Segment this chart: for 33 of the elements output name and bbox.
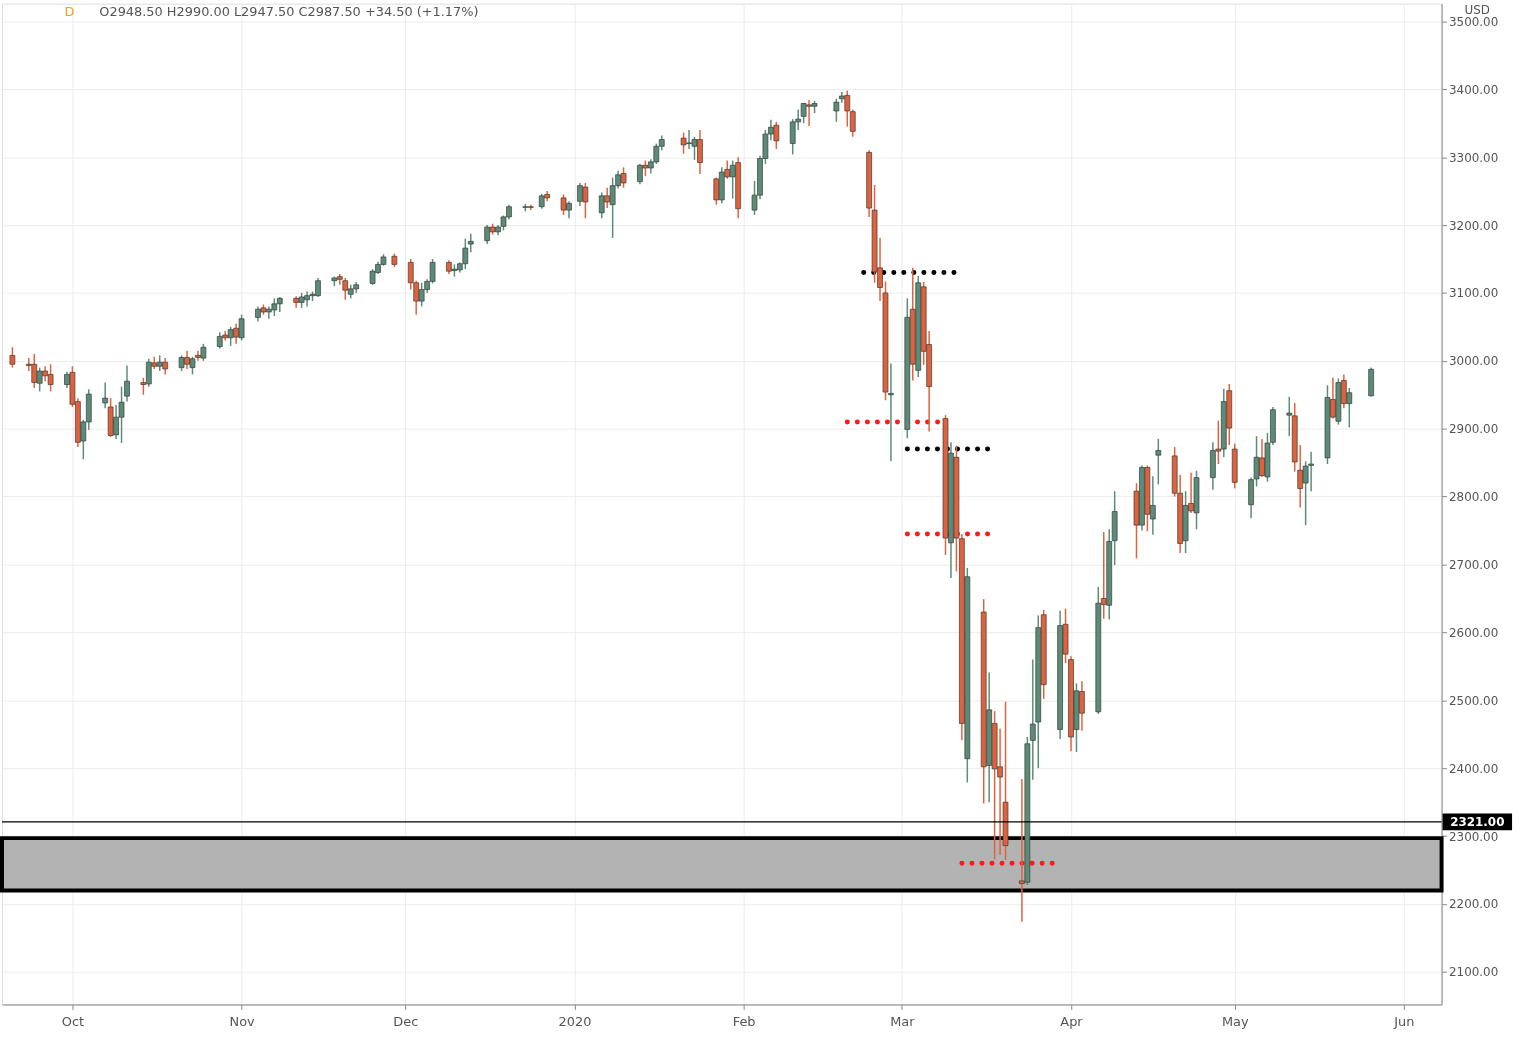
x-tick-label: Feb	[732, 1013, 756, 1029]
x-tick-label: Mar	[890, 1013, 916, 1029]
x-tick-label: Jun	[1393, 1013, 1415, 1029]
y-tick-label: 2100.00	[1449, 965, 1499, 980]
x-tick-label: Apr	[1060, 1013, 1084, 1029]
y-tick-label: 2200.00	[1449, 897, 1499, 912]
x-tick-label: Dec	[393, 1013, 419, 1029]
y-tick-label: 3400.00	[1449, 82, 1499, 97]
candlestick	[1155, 438, 1162, 486]
candlestick	[9, 346, 16, 369]
y-tick-label: 2700.00	[1449, 557, 1499, 572]
y-tick-label: 2600.00	[1449, 625, 1499, 640]
y-tick-label: 2400.00	[1449, 761, 1499, 776]
y-tick-label: 3300.00	[1449, 150, 1499, 165]
annotation: D	[64, 3, 75, 19]
candlestick	[467, 233, 474, 253]
y-axis-title: USD	[1464, 2, 1491, 17]
y-tick-label: 2500.00	[1449, 693, 1499, 708]
ref-line-label: 2321.00	[1450, 814, 1505, 829]
y-tick-label: 2900.00	[1449, 422, 1499, 437]
x-tick-label: Oct	[61, 1013, 85, 1029]
y-tick-label: 3000.00	[1449, 354, 1499, 369]
x-tick-label: Nov	[229, 1013, 256, 1029]
annotation: O2948.50 H2990.00 L2947.50 C2987.50 +34.50 (+1.17%)	[99, 3, 479, 19]
y-tick-label: 3200.00	[1449, 218, 1499, 233]
x-tick-label: 2020	[558, 1013, 592, 1029]
y-tick-label: 3100.00	[1449, 286, 1499, 301]
y-tick-label: 2300.00	[1449, 829, 1499, 844]
x-tick-label: May	[1221, 1013, 1249, 1029]
candlestick	[124, 364, 130, 403]
candlestick	[680, 131, 687, 155]
y-tick-label: 3500.00	[1449, 14, 1499, 29]
y-tick-label: 2800.00	[1449, 490, 1499, 505]
